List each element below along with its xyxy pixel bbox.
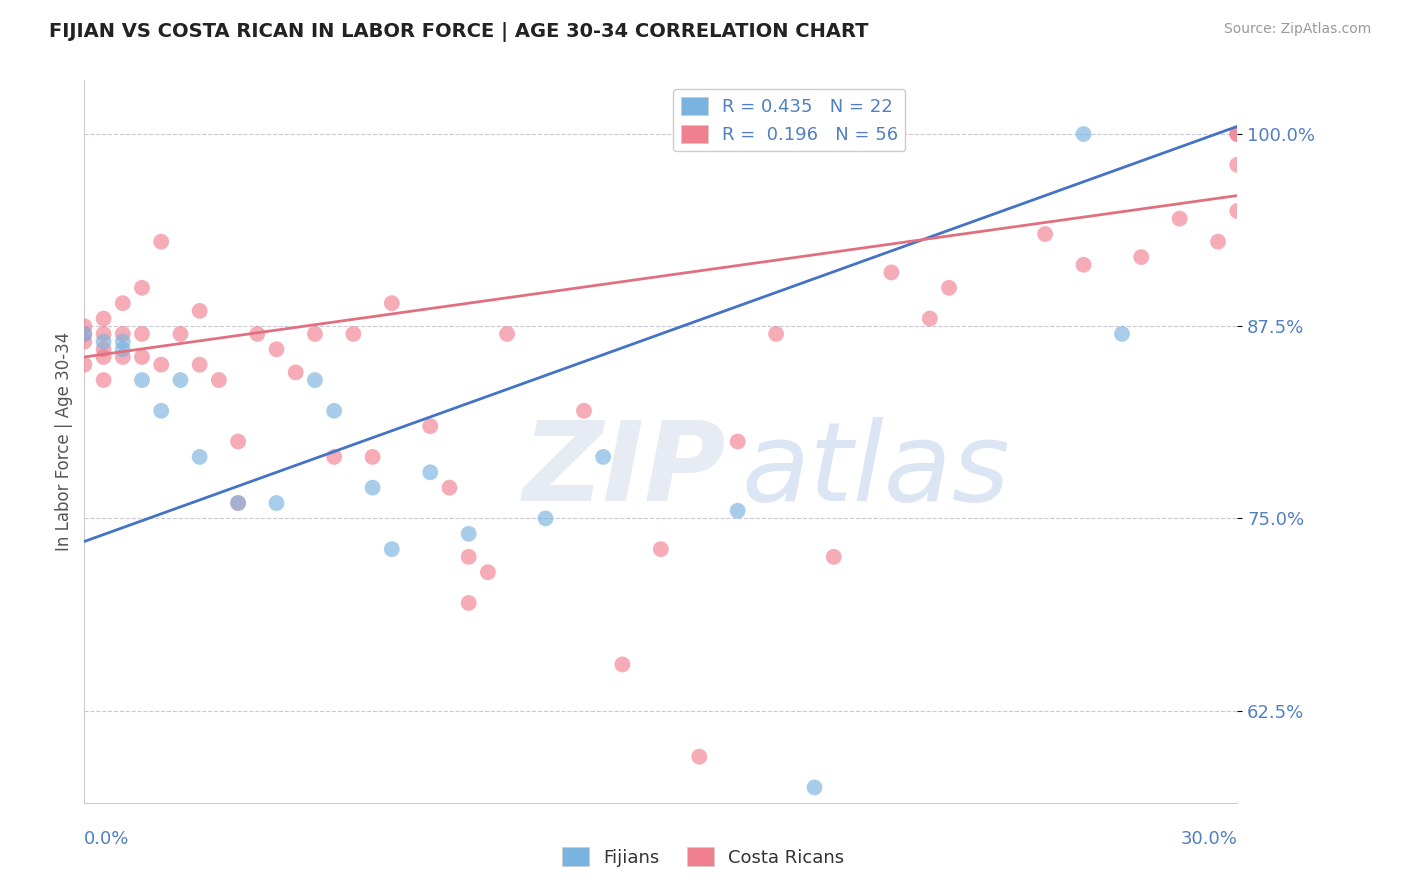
- Point: [1168, 211, 1191, 226]
- Point: [439, 481, 461, 495]
- Point: [1111, 326, 1133, 341]
- Point: [323, 450, 346, 464]
- Point: [131, 373, 153, 387]
- Point: [266, 343, 288, 357]
- Point: [169, 373, 191, 387]
- Point: [727, 434, 749, 449]
- Text: ZIP: ZIP: [523, 417, 725, 524]
- Point: [73, 319, 96, 334]
- Point: [226, 434, 249, 449]
- Point: [381, 296, 404, 310]
- Point: [111, 343, 134, 357]
- Point: [650, 542, 672, 557]
- Point: [93, 311, 115, 326]
- Point: [111, 350, 134, 364]
- Point: [572, 404, 595, 418]
- Y-axis label: In Labor Force | Age 30-34: In Labor Force | Age 30-34: [55, 332, 73, 551]
- Point: [208, 373, 231, 387]
- Point: [93, 343, 115, 357]
- Point: [361, 450, 384, 464]
- Point: [150, 358, 173, 372]
- Point: [765, 326, 787, 341]
- Point: [226, 496, 249, 510]
- Point: [361, 481, 384, 495]
- Text: 0.0%: 0.0%: [84, 830, 129, 848]
- Point: [323, 404, 346, 418]
- Point: [938, 281, 960, 295]
- Point: [918, 311, 941, 326]
- Point: [1206, 235, 1229, 249]
- Point: [188, 304, 211, 318]
- Point: [880, 265, 903, 279]
- Point: [1226, 127, 1249, 141]
- Point: [246, 326, 269, 341]
- Point: [150, 404, 173, 418]
- Point: [534, 511, 557, 525]
- Point: [169, 326, 191, 341]
- Point: [457, 549, 479, 564]
- Point: [111, 334, 134, 349]
- Point: [1226, 127, 1249, 141]
- Point: [73, 358, 96, 372]
- Point: [342, 326, 364, 341]
- Point: [477, 565, 499, 579]
- Point: [457, 596, 479, 610]
- Point: [304, 373, 326, 387]
- Point: [592, 450, 614, 464]
- Point: [131, 281, 153, 295]
- Point: [131, 350, 153, 364]
- Point: [612, 657, 634, 672]
- Point: [381, 542, 404, 557]
- Point: [823, 549, 845, 564]
- Point: [266, 496, 288, 510]
- Point: [284, 365, 307, 379]
- Point: [419, 419, 441, 434]
- Point: [73, 326, 96, 341]
- Text: Source: ZipAtlas.com: Source: ZipAtlas.com: [1223, 22, 1371, 37]
- Text: 30.0%: 30.0%: [1181, 830, 1237, 848]
- Point: [188, 358, 211, 372]
- Point: [1073, 258, 1095, 272]
- Point: [727, 504, 749, 518]
- Text: FIJIAN VS COSTA RICAN IN LABOR FORCE | AGE 30-34 CORRELATION CHART: FIJIAN VS COSTA RICAN IN LABOR FORCE | A…: [49, 22, 869, 42]
- Point: [150, 235, 173, 249]
- Point: [304, 326, 326, 341]
- Point: [131, 326, 153, 341]
- Point: [111, 326, 134, 341]
- Point: [93, 334, 115, 349]
- Point: [457, 526, 479, 541]
- Point: [188, 450, 211, 464]
- Point: [73, 326, 96, 341]
- Point: [73, 334, 96, 349]
- Point: [93, 350, 115, 364]
- Point: [1073, 127, 1095, 141]
- Legend: R = 0.435   N = 22, R =  0.196   N = 56: R = 0.435 N = 22, R = 0.196 N = 56: [673, 89, 905, 152]
- Point: [226, 496, 249, 510]
- Point: [93, 326, 115, 341]
- Point: [1226, 158, 1249, 172]
- Point: [1130, 250, 1153, 264]
- Point: [803, 780, 825, 795]
- Legend: Fijians, Costa Ricans: Fijians, Costa Ricans: [554, 840, 852, 874]
- Point: [419, 465, 441, 479]
- Point: [1226, 203, 1249, 218]
- Point: [688, 749, 710, 764]
- Point: [111, 296, 134, 310]
- Text: atlas: atlas: [741, 417, 1010, 524]
- Point: [93, 373, 115, 387]
- Point: [496, 326, 519, 341]
- Point: [1033, 227, 1056, 241]
